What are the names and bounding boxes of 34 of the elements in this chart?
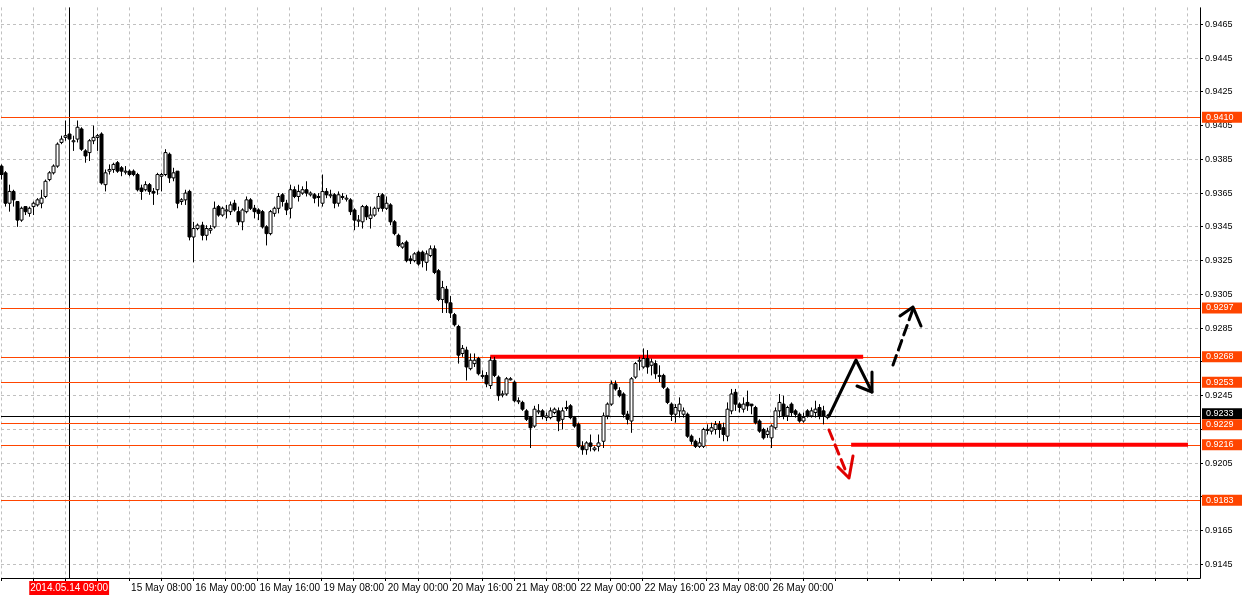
y-tick-label: 0.9425 <box>1205 86 1233 97</box>
y-tick-label: 0.9285 <box>1205 322 1233 333</box>
x-tick-label: 22 May 16:00 <box>644 581 706 593</box>
ref-line-label: 0.9297 <box>1206 302 1234 313</box>
ref-line-label: 0.9253 <box>1206 376 1234 387</box>
x-tick-label: 16 May 00:00 <box>195 581 257 593</box>
x-tick-label: 2014.05.14 09:00 <box>30 581 109 593</box>
x-tick-label: 19 May 08:00 <box>323 581 385 593</box>
y-tick-label: 0.9205 <box>1205 457 1233 468</box>
ref-line-label: 0.9183 <box>1206 494 1234 505</box>
y-tick-label: 0.9465 <box>1205 18 1233 29</box>
ref-line-label: 0.9229 <box>1206 419 1234 430</box>
y-tick-label: 0.9165 <box>1205 525 1233 536</box>
y-tick-label: 0.9245 <box>1205 390 1233 401</box>
y-tick-label: 0.9445 <box>1205 52 1233 63</box>
y-tick-label: 0.9365 <box>1205 187 1233 198</box>
x-tick-label: 23 May 08:00 <box>708 581 770 593</box>
ref-line-label: 0.9268 <box>1206 351 1234 362</box>
y-tick-label: 0.9345 <box>1205 221 1233 232</box>
x-tick-label: 26 May 00:00 <box>772 581 834 593</box>
x-tick-label: 20 May 00:00 <box>387 581 449 593</box>
y-tick-label: 0.9385 <box>1205 153 1233 164</box>
ref-line-label: 0.9410 <box>1206 111 1234 122</box>
y-tick-label: 0.9145 <box>1205 558 1233 569</box>
x-tick-label: 20 May 16:00 <box>451 581 513 593</box>
x-tick-label: 21 May 08:00 <box>516 581 578 593</box>
x-tick-label: 16 May 16:00 <box>259 581 321 593</box>
y-tick-label: 0.9325 <box>1205 255 1233 266</box>
x-tick-label: 22 May 00:00 <box>580 581 642 593</box>
ref-line-label: 0.9216 <box>1206 439 1234 450</box>
ref-line-label: 0.9233 <box>1206 408 1234 419</box>
y-tick-label: 0.9405 <box>1205 120 1233 131</box>
x-tick-label: 15 May 08:00 <box>131 581 193 593</box>
y-tick-label: 0.9305 <box>1205 288 1233 299</box>
